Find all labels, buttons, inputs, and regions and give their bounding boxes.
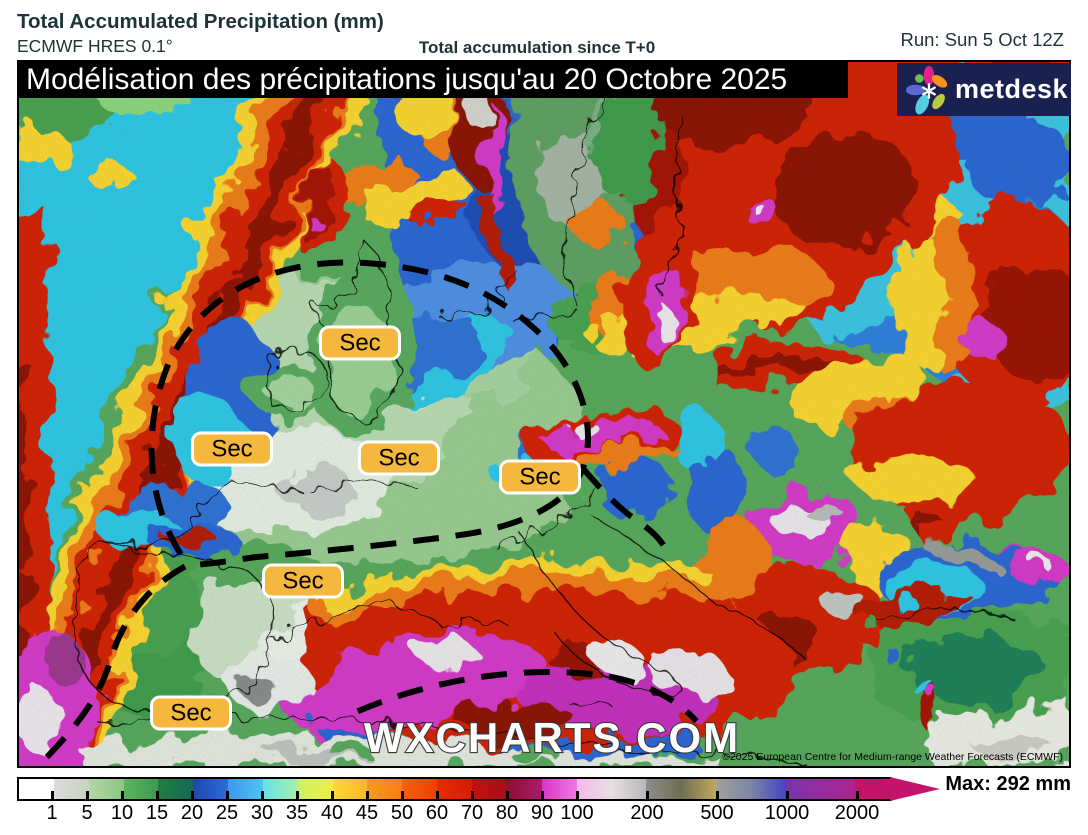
colorbar-segment bbox=[19, 779, 54, 799]
colorbar-label: 90 bbox=[530, 802, 554, 824]
dry-area-label: Sec bbox=[262, 563, 344, 599]
colorbar-segment bbox=[262, 779, 298, 799]
colorbar-label: 15 bbox=[145, 802, 169, 824]
colorbar-label: 45 bbox=[355, 802, 379, 824]
colorbar-tick bbox=[471, 791, 474, 799]
colorbar-label: 35 bbox=[285, 802, 309, 824]
colorbar-segment bbox=[123, 779, 159, 799]
colorbar-tick bbox=[156, 791, 159, 799]
colorbar-tick bbox=[51, 791, 54, 799]
page-title: Total Accumulated Precipitation (mm) bbox=[17, 10, 384, 33]
model-label: ECMWF HRES 0.1° bbox=[17, 36, 173, 56]
metdesk-flower-icon bbox=[905, 65, 948, 114]
colorbar-label: 100 bbox=[560, 802, 594, 824]
colorbar-tick bbox=[191, 791, 194, 799]
colorbar-tick bbox=[296, 791, 299, 799]
colorbar-label: 20 bbox=[180, 802, 204, 824]
ecmwf-copyright: ©2025 European Centre for Medium-range W… bbox=[722, 751, 1063, 763]
colorbar-tick bbox=[261, 791, 264, 799]
colorbar-label: 500 bbox=[700, 802, 734, 824]
colorbar-label: 80 bbox=[495, 802, 519, 824]
metdesk-logo: metdesk bbox=[897, 63, 1071, 116]
colorbar-label: 200 bbox=[630, 802, 664, 824]
colorbar-tick bbox=[331, 791, 334, 799]
colorbar-label: 2000 bbox=[834, 802, 880, 824]
max-value-label: Max: 292 mm bbox=[945, 773, 1071, 795]
colorbar-tick bbox=[576, 791, 579, 799]
colorbar-segment bbox=[785, 779, 856, 799]
colorbar-label: 1 bbox=[46, 802, 58, 824]
colorbar-segment bbox=[228, 779, 263, 799]
colorbar-label: 1000 bbox=[764, 802, 810, 824]
colorbar-label: 70 bbox=[460, 802, 484, 824]
colorbar-segment bbox=[53, 779, 89, 799]
colorbar-segment bbox=[158, 779, 194, 799]
colorbar-tick bbox=[86, 791, 89, 799]
dry-area-label: Sec bbox=[191, 431, 273, 467]
colorbar-segment bbox=[297, 779, 333, 799]
colorbar-label: 40 bbox=[320, 802, 344, 824]
noise-texture-overlay bbox=[19, 62, 1069, 766]
colorbar-label: 60 bbox=[425, 802, 449, 824]
colorbar-segment bbox=[541, 779, 577, 799]
colorbar-segment bbox=[402, 779, 438, 799]
colorbar-segment bbox=[193, 779, 229, 799]
colorbar-tick bbox=[436, 791, 439, 799]
colorbar-label: 50 bbox=[390, 802, 414, 824]
colorbar-segment bbox=[646, 779, 716, 799]
dry-zone-contour bbox=[44, 259, 699, 760]
precipitation-colorbar bbox=[17, 777, 892, 801]
dry-area-label: Sec bbox=[499, 459, 581, 495]
colorbar-segment bbox=[715, 779, 786, 799]
colorbar-tick bbox=[401, 791, 404, 799]
run-timestamp: Run: Sun 5 Oct 12Z bbox=[900, 29, 1064, 50]
accumulation-label: Total accumulation since T+0 bbox=[418, 38, 656, 57]
colorbar-tick bbox=[506, 791, 509, 799]
colorbar-tick bbox=[541, 791, 544, 799]
precipitation-field-graphic bbox=[19, 62, 1069, 766]
colorbar-tick bbox=[226, 791, 229, 799]
wxcharts-watermark: WXCHARTS.COM bbox=[363, 713, 741, 762]
colorbar-label: 30 bbox=[250, 802, 274, 824]
dry-area-label: Sec bbox=[319, 325, 401, 361]
colorbar-segment bbox=[88, 779, 124, 799]
colorbar-segment bbox=[471, 779, 507, 799]
colorbar-label: 10 bbox=[110, 802, 134, 824]
colorbar-segment bbox=[437, 779, 472, 799]
colorbar-tick bbox=[716, 791, 719, 799]
map-title-banner: Modélisation des précipitations jusqu'au… bbox=[17, 62, 848, 98]
precipitation-map: Sec Sec Sec Sec Sec Sec WXCHARTS.COM ©20… bbox=[17, 60, 1071, 768]
colorbar-arrow bbox=[890, 777, 940, 801]
colorbar-segment bbox=[855, 779, 891, 799]
coastlines bbox=[72, 62, 1016, 765]
colorbar-segment bbox=[367, 779, 403, 799]
colorbar-tick bbox=[786, 791, 789, 799]
colorbar-tick bbox=[121, 791, 124, 799]
dry-area-label: Sec bbox=[150, 695, 232, 731]
colorbar-tick bbox=[646, 791, 649, 799]
colorbar-label: 25 bbox=[215, 802, 239, 824]
colorbar-tick bbox=[366, 791, 369, 799]
colorbar-label: 5 bbox=[81, 802, 93, 824]
metdesk-brand-text: metdesk bbox=[955, 74, 1069, 104]
colorbar-segment bbox=[332, 779, 368, 799]
colorbar-segment bbox=[576, 779, 647, 799]
dry-area-label: Sec bbox=[358, 440, 440, 476]
colorbar-segment bbox=[506, 779, 542, 799]
colorbar-tick bbox=[856, 791, 859, 799]
